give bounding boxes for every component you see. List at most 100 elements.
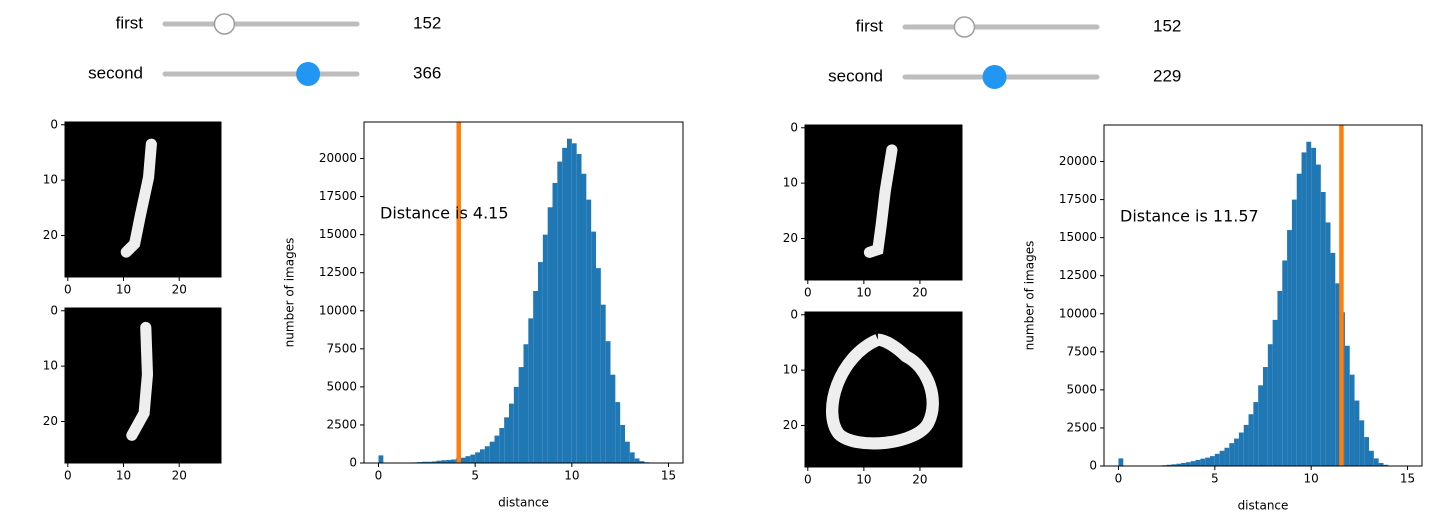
y-tick-label: 20 xyxy=(43,228,58,242)
bar xyxy=(489,441,495,463)
bar xyxy=(639,461,645,463)
y-tick-label: 20000 xyxy=(319,151,357,165)
y-axis-label: number of images xyxy=(283,238,297,348)
bar xyxy=(1354,400,1360,466)
y-tick-label: 15000 xyxy=(1059,230,1097,244)
axes-frame xyxy=(363,121,684,464)
bar xyxy=(615,402,621,463)
y-tick-label: 7500 xyxy=(1066,344,1097,358)
y-tick-label: 17500 xyxy=(1059,192,1097,206)
bar xyxy=(576,153,582,463)
y-tick-label: 0 xyxy=(1089,459,1097,473)
y-tick-label: 17500 xyxy=(319,189,357,203)
bar xyxy=(465,456,471,463)
slider-handle[interactable] xyxy=(982,65,1007,89)
bar xyxy=(426,461,432,463)
slider-label: second xyxy=(88,63,143,82)
y-tick-label: 5000 xyxy=(326,379,357,393)
bar xyxy=(1364,437,1369,466)
y-tick-label: 10 xyxy=(783,363,798,377)
bar xyxy=(441,460,447,463)
bar xyxy=(1311,147,1316,466)
bar xyxy=(523,344,529,463)
y-tick-label: 20000 xyxy=(1059,154,1097,168)
annotation: Distance is 4.15 xyxy=(380,204,509,223)
axes-frame xyxy=(804,311,963,468)
bar xyxy=(1272,319,1278,466)
bar xyxy=(480,449,485,463)
bar xyxy=(629,452,635,463)
bar xyxy=(378,455,384,463)
x-tick-label: 0 xyxy=(375,469,383,483)
x-tick-label: 10 xyxy=(856,286,871,300)
bar xyxy=(1190,461,1196,466)
slider-value: 229 xyxy=(1153,66,1181,85)
digit-image xyxy=(805,312,962,468)
y-tick-label: 20 xyxy=(43,414,58,428)
x-tick-label: 10 xyxy=(856,473,871,487)
y-tick-label: 15000 xyxy=(319,227,357,241)
x-tick-label: 0 xyxy=(1115,472,1123,486)
slider-handle[interactable] xyxy=(213,13,236,35)
y-tick-label: 10000 xyxy=(1059,306,1097,320)
bar xyxy=(1176,463,1182,466)
bar xyxy=(1243,424,1249,466)
bar xyxy=(1296,173,1302,466)
y-tick-label: 10 xyxy=(783,176,798,190)
bar xyxy=(538,262,543,463)
bar xyxy=(1263,367,1268,466)
bar xyxy=(504,417,509,463)
y-tick-label: 10 xyxy=(43,173,58,187)
y-tick-label: 10000 xyxy=(319,303,357,317)
digit-image xyxy=(805,125,962,281)
y-tick-label: 20 xyxy=(783,418,798,432)
bar xyxy=(596,268,601,463)
bar xyxy=(1383,464,1389,466)
bar xyxy=(1210,456,1215,466)
bar xyxy=(1277,290,1283,466)
bar xyxy=(1320,191,1326,466)
bar xyxy=(499,427,505,463)
y-tick-label: 2500 xyxy=(1066,420,1097,434)
bar xyxy=(1291,199,1297,466)
bar xyxy=(571,143,577,463)
bar xyxy=(1224,447,1230,466)
slider-handle[interactable] xyxy=(296,62,321,86)
slider-handle[interactable] xyxy=(953,16,976,38)
y-tick-label: 0 xyxy=(790,307,798,321)
bar xyxy=(562,147,567,464)
bar xyxy=(1195,459,1201,466)
bar xyxy=(484,446,490,463)
y-tick-label: 0 xyxy=(50,117,58,131)
x-tick-label: 15 xyxy=(661,469,676,483)
bar xyxy=(1378,462,1384,466)
bar xyxy=(470,454,476,463)
bar xyxy=(1229,443,1235,466)
y-tick-label: 0 xyxy=(349,456,357,470)
bar xyxy=(1325,222,1331,466)
bar xyxy=(600,304,606,463)
bar xyxy=(1330,252,1336,466)
y-tick-label: 7500 xyxy=(326,341,357,355)
axes-frame xyxy=(1103,124,1423,467)
bar xyxy=(1118,458,1124,466)
bar xyxy=(1171,464,1177,466)
bar xyxy=(451,459,456,463)
x-tick-label: 20 xyxy=(912,286,927,300)
bar xyxy=(1181,462,1186,466)
bar xyxy=(1238,432,1244,466)
x-axis-label: distance xyxy=(498,496,549,510)
bar xyxy=(1359,420,1365,466)
bar xyxy=(586,199,592,463)
bar xyxy=(533,290,538,463)
bar xyxy=(1258,385,1263,466)
x-tick-label: 10 xyxy=(1304,472,1319,486)
x-tick-label: 5 xyxy=(1211,472,1219,486)
bar xyxy=(1166,464,1172,466)
y-tick-label: 20 xyxy=(783,231,798,245)
bar xyxy=(1267,344,1273,466)
x-tick-label: 20 xyxy=(172,283,187,297)
digit-image xyxy=(65,122,221,278)
bar xyxy=(1369,450,1374,466)
axes-frame xyxy=(804,124,963,281)
